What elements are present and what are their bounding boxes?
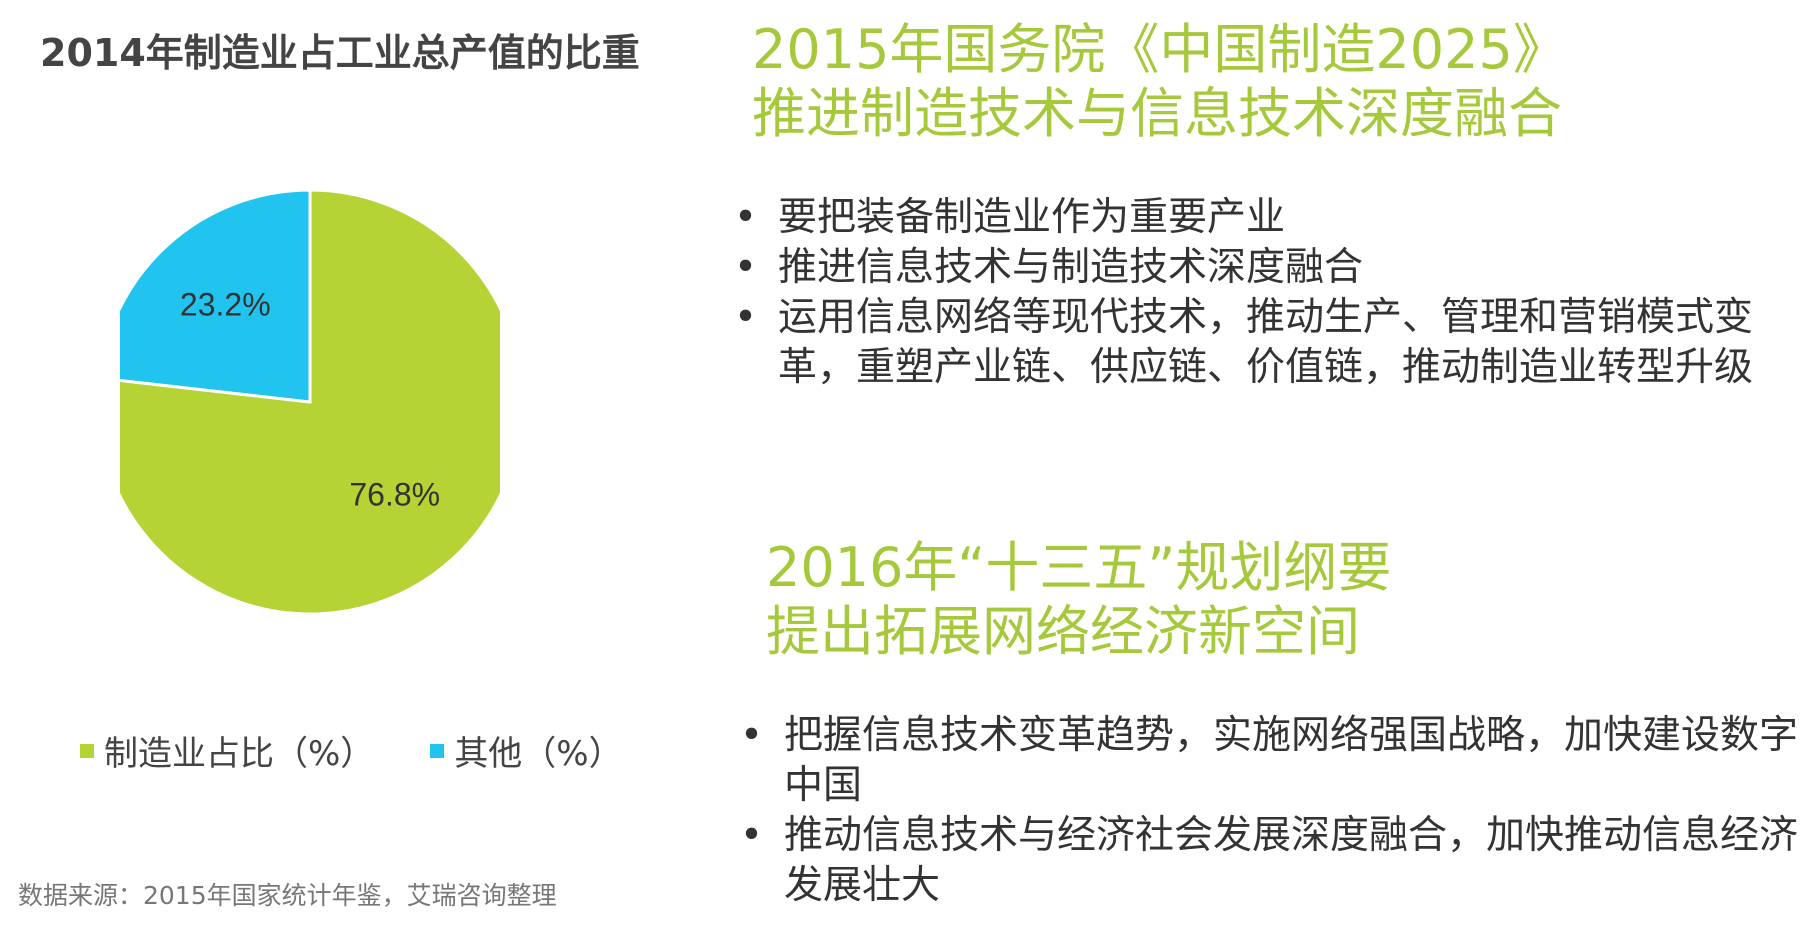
pie-label-other: 23.2% xyxy=(180,287,271,323)
pie-label-manufacturing: 76.8% xyxy=(349,476,440,512)
legend-label-other: 其他（%） xyxy=(454,734,623,774)
chart-title: 2014年制造业占工业总产值的比重 xyxy=(40,31,640,75)
legend-label-manufacturing: 制造业占比（%） xyxy=(104,734,375,774)
legend-swatch-manufacturing xyxy=(80,743,94,758)
section1-title-line1: 2015年国务院《中国制造2025》 xyxy=(752,18,1567,81)
section1-title-line2: 推进制造技术与信息技术深度融合 xyxy=(752,82,1562,145)
section2-bullet: 推动信息技术与经济社会发展深度融合，加快推动信息经济发展壮大 xyxy=(736,811,1816,911)
section1-bullet: 推进信息技术与制造技术深度融合 xyxy=(730,243,1770,293)
section2-bullet-list: 把握信息技术变革趋势，实施网络强国战略，加快建设数字中国 推动信息技术与经济社会… xyxy=(736,711,1816,911)
legend-swatch-other xyxy=(430,743,445,758)
section1-bullet: 运用信息网络等现代技术，推动生产、管理和营销模式变革，重塑产业链、供应链、价值链… xyxy=(730,293,1770,393)
legend-item-other: 其他（%） xyxy=(430,726,623,775)
pie-chart: 76.8% 23.2% xyxy=(120,188,500,616)
section-made-in-china-2025: 2015年国务院《中国制造2025》 推进制造技术与信息技术深度融合 要把装备制… xyxy=(734,18,1753,390)
section2-title-line2: 提出拓展网络经济新空间 xyxy=(766,600,1360,663)
chart-legend: 制造业占比（%） 其他（%） xyxy=(80,726,679,775)
section-13th-five-year-plan: 2016年“十三五”规划纲要 提出拓展网络经济新空间 把握信息技术变革趋势，实施… xyxy=(740,536,1798,908)
pie-slice-other xyxy=(120,188,312,404)
section1-bullet: 要把装备制造业作为重要产业 xyxy=(730,193,1770,243)
section2-bullet: 把握信息技术变革趋势，实施网络强国战略，加快建设数字中国 xyxy=(736,711,1816,811)
data-source-note: 数据来源：2015年国家统计年鉴，艾瑞咨询整理 xyxy=(18,881,557,910)
section2-title-line1: 2016年“十三五”规划纲要 xyxy=(766,536,1392,599)
section1-bullet-list: 要把装备制造业作为重要产业 推进信息技术与制造技术深度融合 运用信息网络等现代技… xyxy=(730,193,1770,393)
legend-item-manufacturing: 制造业占比（%） xyxy=(80,726,374,775)
